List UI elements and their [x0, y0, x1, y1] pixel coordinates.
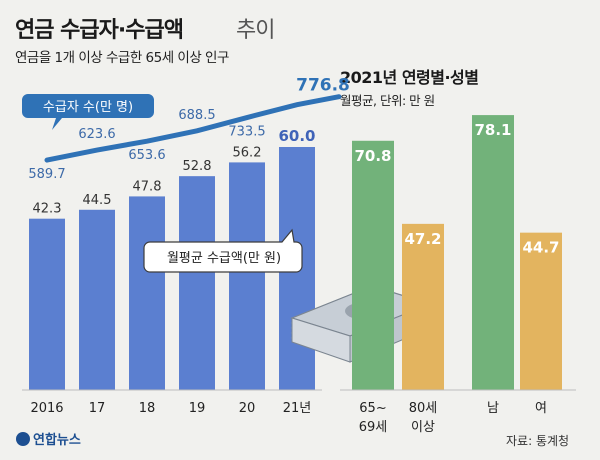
- x-tick-demographic-1-1: 이상: [411, 420, 435, 435]
- bar-amount-17: [79, 209, 115, 390]
- x-tick-17: 17: [89, 401, 106, 416]
- legend-amount-label: 월평균 수급액(만 원): [167, 251, 281, 266]
- bar-demographic-2: [472, 115, 514, 390]
- section-title: 2021년 연령별·성별: [340, 68, 479, 87]
- x-tick-2016: 2016: [30, 401, 63, 416]
- bar-label-demographic-3: 44.7: [522, 239, 559, 257]
- yonhap-logo: 연합뉴스: [16, 429, 81, 448]
- x-tick-demographic-1-0: 80세: [409, 401, 438, 416]
- x-tick-demographic-0-1: 69세: [359, 420, 388, 435]
- bar-label-19: 52.8: [183, 159, 212, 174]
- bar-amount-18: [129, 196, 165, 390]
- legend-amount-callout: [143, 228, 303, 273]
- x-tick-19: 19: [189, 401, 206, 416]
- yonhap-logo-icon: [16, 432, 30, 446]
- x-tick-18: 18: [139, 401, 156, 416]
- recipients-line: [44, 94, 342, 163]
- x-tick-demographic-3-0: 여: [535, 401, 547, 416]
- chart-subtitle: 연금을 1개 이상 수급한 65세 이상 인구: [15, 50, 229, 66]
- chart-title: 연금 수급자·수급액: [15, 18, 184, 43]
- line-label-21년: 776.8: [296, 76, 350, 96]
- legend-recipients-label: 수급자 수(만 명): [43, 100, 133, 115]
- bar-label-21년: 60.0: [278, 127, 315, 145]
- x-tick-demographic-0-0: 65~: [359, 401, 386, 416]
- x-tick-demographic-2-0: 남: [487, 401, 499, 416]
- bar-amount-20: [229, 162, 265, 390]
- line-label-18: 653.6: [128, 148, 165, 163]
- bar-label-demographic-2: 78.1: [474, 121, 511, 139]
- bar-label-20: 56.2: [233, 145, 262, 160]
- bar-demographic-1: [402, 223, 444, 390]
- line-label-20: 733.5: [228, 125, 265, 140]
- source-note: 자료: 통계청: [506, 434, 570, 448]
- x-tick-20: 20: [239, 401, 256, 416]
- bar-demographic-3: [520, 232, 562, 390]
- line-label-19: 688.5: [178, 108, 215, 123]
- bar-label-17: 44.5: [83, 193, 112, 208]
- bar-demographic-0: [352, 140, 394, 390]
- bar-label-18: 47.8: [133, 179, 162, 194]
- chart-title-suffix: 추이: [236, 18, 275, 43]
- logo-text: 연합뉴스: [33, 433, 81, 448]
- bar-amount-19: [179, 176, 215, 390]
- bar-amount-2016: [29, 218, 65, 390]
- bar-label-demographic-0: 70.8: [354, 147, 391, 165]
- line-label-17: 623.6: [78, 127, 115, 142]
- x-tick-21년: 21년: [283, 401, 312, 416]
- bar-label-2016: 42.3: [33, 202, 62, 217]
- bar-label-demographic-1: 47.2: [404, 230, 441, 248]
- legend-recipients-callout: [22, 94, 154, 130]
- line-label-2016: 589.7: [28, 167, 65, 182]
- section-subtitle: 월평균, 단위: 만 원: [340, 93, 435, 108]
